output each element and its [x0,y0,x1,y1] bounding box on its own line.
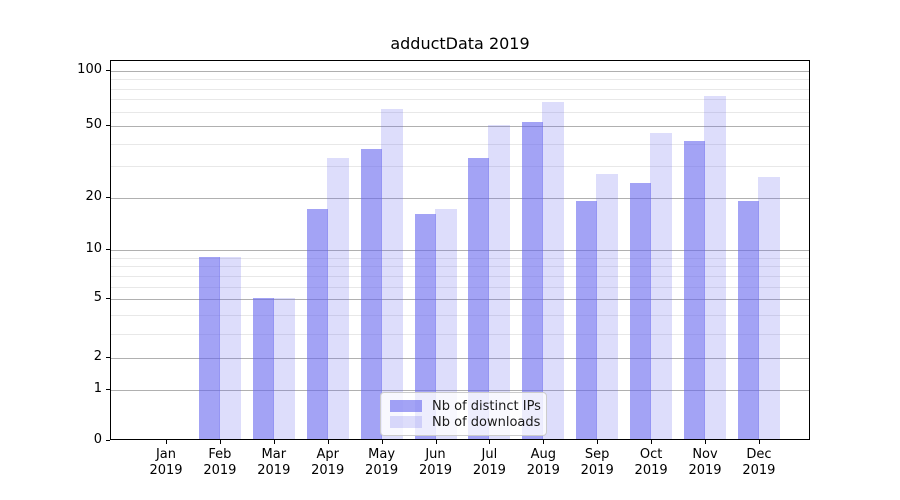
y-tick-label: 100 [77,62,102,77]
x-tick-label-dec: Dec 2019 [742,447,776,478]
y-tick-mark [106,249,110,250]
y-major-gridline [111,71,809,72]
y-minor-gridline [111,314,809,316]
bar-downloads-jul [488,125,511,439]
bar-distinct-ips-feb [198,256,220,439]
bar-distinct-ips-dec [737,200,759,439]
y-major-gridline [111,389,809,391]
y-major-gridline [111,250,809,251]
x-tick-label-may: May 2019 [365,447,399,478]
y-major-gridline [111,126,809,127]
y-tick-mark [106,440,110,441]
legend-swatch-distinct-ips [390,400,422,412]
y-minor-gridline [111,333,809,335]
x-tick-label-jul: Jul 2019 [472,447,506,478]
y-minor-gridline [111,286,809,288]
bar-distinct-ips-apr [306,209,328,439]
x-tick-mark [489,440,491,444]
bar-downloads-jun [434,209,457,439]
bar-downloads-sep [596,173,619,439]
y-minor-gridline [111,266,809,268]
y-tick-mark [106,70,110,71]
x-tick-mark [327,440,329,444]
x-tick-mark [705,440,706,444]
x-tick-label-jun: Jun 2019 [418,447,453,478]
bar-distinct-ips-jun [414,214,436,439]
bar-downloads-apr [326,157,349,439]
y-major-gridline [111,358,809,359]
bar-distinct-ips-sep [576,200,598,439]
bar-downloads-may [380,109,403,439]
bar-distinct-ips-aug [522,121,544,439]
legend-label-distinct-ips: Nb of distinct IPs [432,398,541,414]
y-tick-mark [106,298,110,299]
x-tick-mark [381,440,383,444]
y-minor-gridline [111,111,809,113]
bar-downloads-aug [542,101,565,439]
bar-distinct-ips-oct [630,182,652,439]
bar-downloads-nov [704,96,726,439]
y-tick-label: 1 [93,380,102,396]
x-tick-label-aug: Aug 2019 [526,447,560,478]
legend-swatch-downloads [390,416,422,428]
x-tick-label-oct: Oct 2019 [634,447,668,478]
legend-label-downloads: Nb of downloads [432,414,541,430]
y-major-gridline [111,299,809,300]
y-major-gridline [111,198,809,199]
bar-distinct-ips-jul [468,157,490,439]
x-tick-mark [543,440,545,444]
x-tick-label-apr: Apr 2019 [311,447,345,478]
legend: Nb of distinct IPs Nb of downloads [380,392,547,436]
x-tick-mark [273,440,275,444]
y-minor-gridline [111,99,809,101]
x-tick-label-feb: Feb 2019 [203,447,237,478]
bar-distinct-ips-nov [684,140,705,439]
y-tick-label: 10 [85,241,102,256]
y-tick-label: 20 [85,189,102,204]
x-tick-mark [651,440,653,444]
x-tick-mark [435,440,437,444]
bar-downloads-feb [218,256,241,439]
bar-downloads-dec [757,176,780,439]
x-tick-mark [758,440,760,444]
y-minor-gridline [111,257,809,259]
x-tick-label-mar: Mar 2019 [257,447,291,478]
y-tick-label: 50 [85,117,102,132]
x-tick-label-nov: Nov 2019 [688,447,722,478]
plot-area [110,60,810,440]
y-tick-mark [106,197,110,198]
y-minor-gridline [111,166,809,168]
bar-downloads-mar [272,298,295,439]
x-tick-mark [166,440,167,444]
x-tick-mark [597,440,599,444]
x-tick-label-sep: Sep 2019 [580,447,614,478]
x-tick-label-jan: Jan 2019 [149,447,183,478]
y-tick-mark [106,357,110,358]
bar-distinct-ips-may [360,148,382,439]
y-tick-mark [106,125,110,126]
bar-distinct-ips-mar [252,298,274,439]
bar-downloads-oct [650,133,673,439]
y-tick-label: 2 [93,349,102,364]
y-minor-gridline [111,143,809,145]
x-tick-mark [219,440,221,444]
y-minor-gridline [111,79,809,81]
y-minor-gridline [111,275,809,277]
y-tick-mark [106,388,110,390]
legend-item-distinct-ips: Nb of distinct IPs [390,399,541,414]
legend-item-downloads: Nb of downloads [390,414,541,430]
y-tick-label: 5 [93,290,102,305]
chart-title: adductData 2019 [390,34,530,53]
y-minor-gridline [111,88,809,90]
y-tick-label: 0 [93,432,102,447]
